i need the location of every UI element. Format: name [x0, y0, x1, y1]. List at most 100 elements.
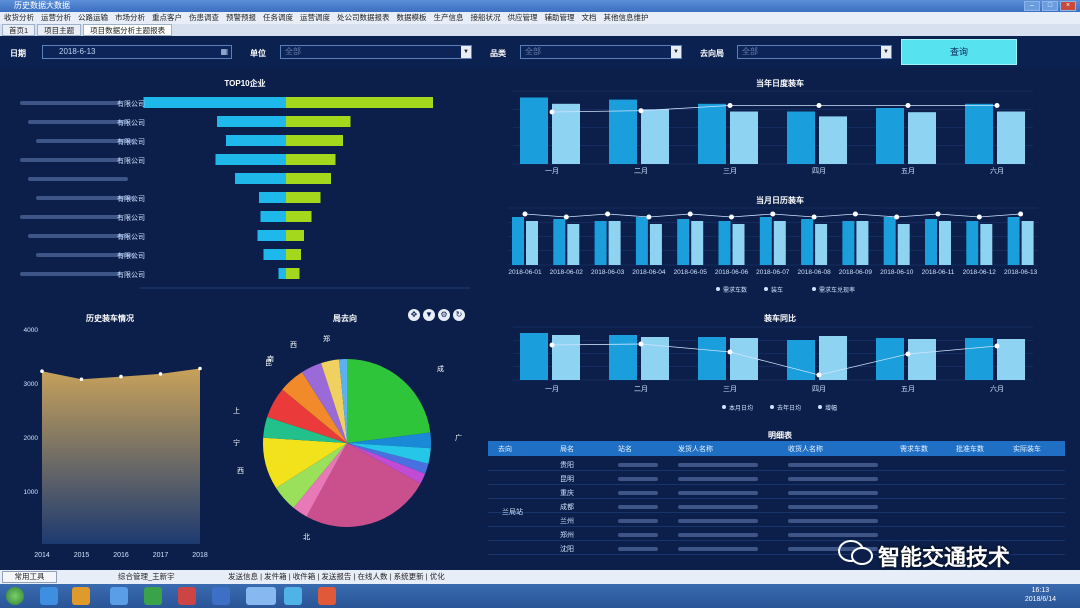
refresh-icon[interactable]: ↻: [453, 309, 465, 321]
menu-item[interactable]: 供应管理: [507, 13, 538, 22]
trend-point: [638, 341, 644, 347]
table-header-cell[interactable]: 实际装车: [1013, 446, 1041, 453]
redacted-cell: [788, 519, 878, 523]
legend-label: 需求车数: [723, 286, 747, 294]
table-header-cell[interactable]: 去向: [498, 446, 512, 453]
tool-icon[interactable]: [318, 587, 336, 605]
menu-item[interactable]: 运营分析: [41, 13, 71, 22]
trend-point: [935, 211, 941, 217]
menu-item[interactable]: 数据模板: [396, 13, 427, 22]
word-icon[interactable]: [212, 587, 230, 605]
menu-item[interactable]: 收货分析: [4, 13, 34, 22]
bar-1: [609, 335, 637, 380]
month-label: 一月: [545, 167, 559, 175]
maximize-icon[interactable]: □: [1042, 1, 1058, 11]
direction-select[interactable]: 全部 ▼: [737, 45, 892, 59]
minimize-icon[interactable]: –: [1024, 1, 1040, 11]
tab[interactable]: 项目数据分析主题报表: [83, 24, 173, 36]
legend-label: 增幅: [825, 404, 837, 412]
window-task-icon[interactable]: [246, 587, 276, 605]
folder-icon[interactable]: [72, 587, 90, 605]
menu-bar: 收货分析 运营分析 公路运输 市场分析 重点客户 伤患调查 预警预报 任务调度 运营调度 处公司数…: [0, 12, 1080, 24]
table-header-cell[interactable]: 收货人名称: [788, 446, 823, 453]
table-cell: 兰州: [560, 518, 574, 525]
operator-text: 综合管理_王新宇: [118, 572, 175, 581]
chevron-down-icon[interactable]: ▼: [461, 46, 471, 58]
menu-item[interactable]: 辅助管理: [544, 13, 575, 22]
table-header-cell[interactable]: 站名: [618, 446, 632, 453]
menu-item[interactable]: 运营调度: [300, 13, 330, 22]
table-header-cell[interactable]: 局名: [560, 446, 574, 453]
app-icon[interactable]: [110, 587, 128, 605]
table-row[interactable]: 沈阳: [488, 542, 1065, 555]
move-icon[interactable]: ✥: [408, 309, 420, 321]
start-icon[interactable]: [6, 587, 24, 605]
menu-item[interactable]: 预警预报: [226, 13, 256, 22]
table-header-cell[interactable]: 批准车数: [956, 446, 984, 453]
menu-item[interactable]: 伤患调查: [189, 13, 219, 22]
bar-1: [520, 97, 548, 164]
bar-2: [815, 224, 828, 265]
bar-1: [698, 337, 726, 380]
menu-item[interactable]: 其他信息维护: [603, 13, 649, 22]
bar-left: [215, 154, 286, 165]
menu-item[interactable]: 文档: [581, 13, 597, 22]
month-label: 四月: [812, 385, 826, 393]
menu-item[interactable]: 生产信息: [433, 13, 464, 22]
table-row[interactable]: 重庆: [488, 486, 1065, 499]
calendar-icon[interactable]: ▦: [220, 47, 228, 56]
table-row[interactable]: 兰州: [488, 514, 1065, 527]
legend-marker: [764, 287, 768, 291]
query-button[interactable]: 查询: [901, 39, 1017, 65]
company-label: 有限公司: [117, 251, 145, 260]
date-input[interactable]: 2018-6-13 ▦: [42, 45, 232, 59]
chevron-down-icon[interactable]: ▼: [881, 46, 891, 58]
menu-item[interactable]: 接船状况: [470, 13, 501, 22]
chevron-down-icon[interactable]: ▼: [671, 46, 681, 58]
table-cell: 郑州: [560, 532, 574, 539]
redacted-cell: [788, 491, 878, 495]
tab[interactable]: 项目主题: [37, 24, 82, 36]
pdf-icon[interactable]: [178, 587, 196, 605]
type-select[interactable]: 全部 ▼: [520, 45, 682, 59]
menu-item[interactable]: 市场分析: [115, 13, 145, 22]
table-row[interactable]: 昆明: [488, 472, 1065, 485]
legend-marker: [818, 405, 822, 409]
date-label: 2018-06-07: [756, 269, 790, 276]
redacted-cell: [788, 533, 878, 537]
history-chart: 4000 3000 2000 1000 2014 2015 2016 2017 2018: [24, 327, 208, 559]
date-value: 2018-6-13: [59, 47, 96, 56]
table-header-cell[interactable]: 需求车数: [900, 446, 928, 453]
menu-item[interactable]: 重点客户: [152, 13, 182, 22]
bar-right: [286, 211, 312, 222]
table-row[interactable]: 贵阳: [488, 458, 1065, 471]
unit-select[interactable]: 全部 ▼: [280, 45, 472, 59]
pie-title: 局去向: [333, 314, 357, 323]
tools-button[interactable]: 常用工具: [2, 571, 57, 583]
company-label: 有限公司: [117, 194, 145, 203]
pie-slice: [301, 363, 347, 443]
table-row[interactable]: 郑州: [488, 528, 1065, 541]
table-row[interactable]: 成都: [488, 500, 1065, 513]
redacted-cell: [618, 505, 658, 509]
bar-left: [217, 116, 286, 127]
excel-icon[interactable]: [144, 587, 162, 605]
table-cell: 沈阳: [560, 546, 574, 553]
ie-icon[interactable]: [40, 587, 58, 605]
menu-item[interactable]: 公路运输: [78, 13, 108, 22]
pie-label: 西: [237, 467, 244, 475]
filter-icon[interactable]: ▼: [423, 309, 435, 321]
company-blur: [36, 139, 136, 143]
daily-chart: 2018-06-01 2018-06-02 2018-06-03 2018-06-04…: [508, 207, 1038, 294]
status-links[interactable]: 发送信息 | 发件箱 | 收件箱 | 发送报告 | 在线人数 | 系统更新 | …: [228, 572, 445, 581]
bar-2: [773, 221, 786, 265]
table-header-cell[interactable]: 发货人名称: [678, 446, 713, 453]
close-icon[interactable]: ×: [1060, 1, 1076, 11]
monthly-title: 当年日度装车: [756, 79, 804, 88]
menu-item[interactable]: 任务调度: [263, 13, 293, 22]
tab[interactable]: 首页1: [2, 24, 36, 36]
menu-item[interactable]: 处公司数据报表: [337, 13, 390, 22]
month-label: 五月: [901, 385, 915, 393]
settings-icon[interactable]: ⚙: [438, 309, 450, 321]
browser-icon[interactable]: [284, 587, 302, 605]
